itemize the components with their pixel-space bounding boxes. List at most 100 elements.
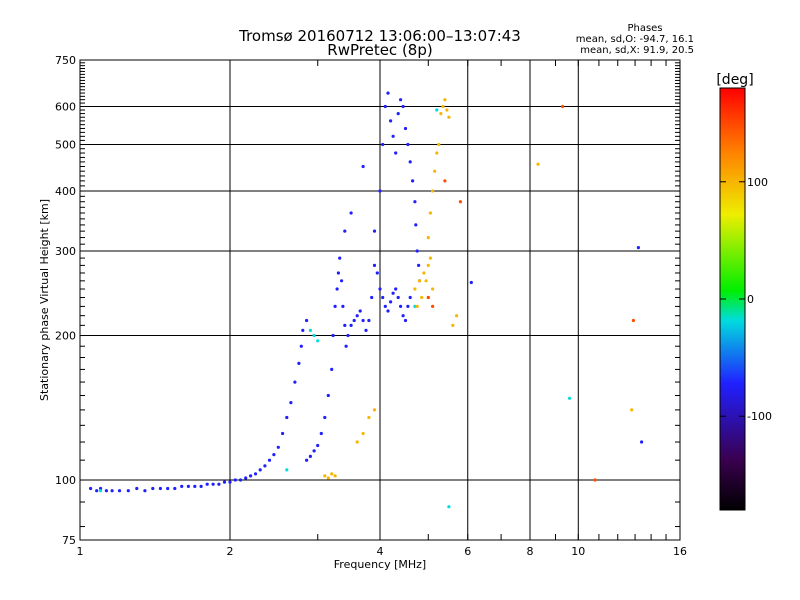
- data-point: [312, 333, 316, 338]
- data-point: [352, 318, 356, 323]
- data-point: [426, 295, 430, 300]
- chart-subtitle: RwPretec (8p): [327, 41, 432, 59]
- data-point: [435, 151, 439, 155]
- data-point: [415, 249, 419, 253]
- data-point: [331, 333, 335, 338]
- data-point: [323, 474, 327, 478]
- data-point: [443, 179, 447, 183]
- data-point: [426, 263, 430, 267]
- data-point: [536, 162, 540, 166]
- data-point: [305, 458, 309, 462]
- data-point: [417, 263, 421, 267]
- x-tick-label: 4: [377, 545, 384, 558]
- data-point: [326, 393, 330, 398]
- data-point: [389, 300, 393, 304]
- data-point: [435, 108, 439, 112]
- data-point: [319, 431, 323, 436]
- data-point: [349, 211, 353, 215]
- data-point: [367, 415, 371, 420]
- data-point: [263, 464, 267, 468]
- data-point: [593, 478, 597, 482]
- data-point: [272, 453, 276, 457]
- data-point: [361, 164, 365, 169]
- data-point: [372, 263, 377, 267]
- data-point: [99, 489, 103, 493]
- data-point: [431, 189, 435, 193]
- data-point: [636, 246, 641, 250]
- data-point: [378, 287, 382, 291]
- data-point: [285, 415, 289, 420]
- data-point: [308, 328, 312, 332]
- x-tick-label: 8: [527, 545, 534, 558]
- data-point: [166, 486, 170, 491]
- data-point: [335, 287, 339, 291]
- data-point: [469, 280, 473, 285]
- data-point: [396, 112, 400, 116]
- data-point: [135, 486, 139, 491]
- data-point: [95, 489, 99, 493]
- data-point: [431, 287, 435, 291]
- data-point: [326, 476, 330, 480]
- colorbar-label: [deg]: [716, 72, 753, 88]
- phase-stats-x: mean, sd,X: 91.9, 20.5: [580, 45, 694, 56]
- y-tick-label: 750: [55, 54, 76, 67]
- data-point: [414, 223, 418, 227]
- data-point: [180, 484, 184, 488]
- data-point: [117, 489, 122, 493]
- data-point: [396, 295, 400, 300]
- data-point: [341, 304, 345, 308]
- data-point: [630, 408, 634, 412]
- data-point: [239, 478, 243, 482]
- data-point: [330, 472, 334, 476]
- y-tick-label: 400: [55, 185, 76, 198]
- data-point: [426, 236, 430, 240]
- data-point: [413, 287, 417, 291]
- data-point: [433, 169, 437, 173]
- data-point: [217, 482, 221, 486]
- data-point: [143, 489, 147, 493]
- data-point: [567, 396, 572, 400]
- y-tick-label: 75: [62, 534, 76, 547]
- data-point: [394, 287, 398, 291]
- data-point: [205, 482, 209, 486]
- data-point: [417, 279, 422, 283]
- colorbar-tick-label: 0: [747, 293, 754, 306]
- y-tick-label: 100: [55, 474, 76, 487]
- data-point: [316, 339, 320, 343]
- data-point: [355, 314, 359, 318]
- data-point: [104, 489, 108, 493]
- data-point: [361, 318, 365, 323]
- data-point: [406, 304, 410, 308]
- y-tick-label: 300: [55, 245, 76, 258]
- data-point: [289, 401, 293, 405]
- data-point: [312, 449, 316, 453]
- data-point: [308, 454, 312, 458]
- y-tick-label: 500: [55, 139, 76, 152]
- data-point: [193, 484, 197, 488]
- y-tick-labels: 75 100 200 300 400 500 600 750: [55, 54, 76, 547]
- data-point: [297, 361, 301, 365]
- data-point: [451, 323, 455, 327]
- data-point: [211, 482, 215, 486]
- data-point: [406, 142, 410, 147]
- data-point: [364, 328, 368, 332]
- data-point: [403, 126, 408, 131]
- data-point: [253, 472, 258, 476]
- data-point: [336, 271, 340, 275]
- data-point: [330, 367, 334, 371]
- data-point: [299, 344, 303, 348]
- x-tick-label: 10: [571, 545, 585, 558]
- data-point: [381, 142, 385, 147]
- data-point: [305, 318, 309, 323]
- data-point: [437, 142, 441, 147]
- data-point: [428, 256, 432, 260]
- grid-lines: [80, 60, 680, 540]
- data-point: [186, 484, 190, 488]
- data-point: [389, 119, 393, 123]
- data-point: [445, 108, 449, 112]
- data-point: [458, 200, 462, 204]
- data-point: [401, 104, 405, 109]
- data-point: [267, 458, 272, 462]
- data-point: [126, 489, 130, 493]
- data-point: [561, 104, 565, 109]
